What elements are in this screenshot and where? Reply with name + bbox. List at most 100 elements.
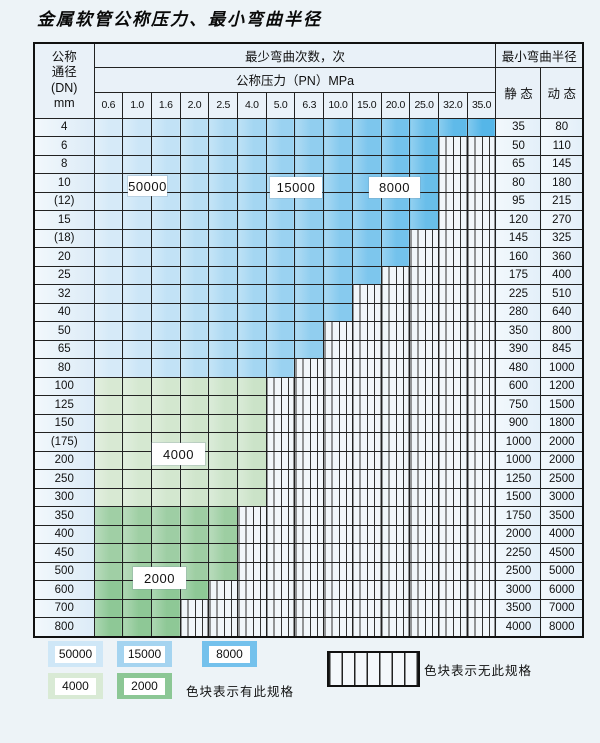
table-row: 150 900 1800 [33,413,584,433]
dn-cell: 20 [33,247,95,267]
spec-available-cell [122,191,152,211]
spec-unavailable-cell [437,321,468,341]
spec-unavailable-cell [265,506,296,526]
spec-available-cell [237,469,267,489]
spec-available-cell [323,136,353,156]
spec-available-cell [179,487,210,507]
dynamic-radius-cell: 180 [540,173,584,193]
spec-available-cell [93,376,124,396]
spec-unavailable-cell [351,524,382,544]
spec-unavailable-cell [466,617,497,638]
spec-available-cell [150,302,181,322]
spec-available-cell [237,228,267,248]
static-radius-cell: 4000 [495,617,542,638]
spec-available-cell [93,136,124,156]
spec-available-cell [237,413,267,433]
spec-available-cell [179,136,210,156]
dn-cell: 8 [33,154,95,174]
table-row: 32 225 510 [33,284,584,304]
dn-cell: 500 [33,561,95,581]
spec-available-cell [179,228,210,248]
spec-available-cell [380,247,411,267]
spec-unavailable-cell [294,376,325,396]
spec-available-cell [122,450,152,470]
table-row: 800 4000 8000 [33,617,584,638]
spec-table: 公称 通径 (DN) mm 最少弯曲次数，次 最小弯曲半径 公称压力（PN）MP… [33,42,584,638]
spec-available-cell [265,247,296,267]
spec-unavailable-cell [437,210,468,230]
spec-unavailable-cell [351,598,382,618]
zone-label-15000: 15000 [270,177,322,198]
spec-available-cell [294,321,325,341]
table-row: (175) 1000 2000 [33,432,584,452]
spec-unavailable-cell [466,358,497,378]
spec-unavailable-cell [294,561,325,581]
table-row: 15 120 270 [33,210,584,230]
dynamic-radius-cell: 80 [540,117,584,137]
dn-cell: (18) [33,228,95,248]
dn-cell: 10 [33,173,95,193]
spec-available-cell [237,487,267,507]
static-radius-cell: 1250 [495,469,542,489]
spec-unavailable-cell [466,302,497,322]
spec-unavailable-cell [265,543,296,563]
spec-available-cell [122,339,152,359]
spec-available-cell [122,376,152,396]
spec-unavailable-cell [237,598,267,618]
spec-available-cell [179,339,210,359]
spec-unavailable-cell [466,487,497,507]
spec-unavailable-cell [380,580,411,600]
dynamic-radius-cell: 1200 [540,376,584,396]
spec-unavailable-cell [437,339,468,359]
spec-available-cell [294,284,325,304]
spec-available-cell [265,210,296,230]
spec-unavailable-cell [437,284,468,304]
spec-available-cell [237,136,267,156]
spec-available-cell [150,247,181,267]
spec-unavailable-cell [409,395,439,415]
spec-unavailable-cell [380,469,411,489]
spec-available-cell [265,302,296,322]
table-row: 500 2500 5000 [33,561,584,581]
spec-available-cell [150,358,181,378]
spec-available-cell [150,339,181,359]
dynamic-radius-cell: 325 [540,228,584,248]
dynamic-radius-cell: 845 [540,339,584,359]
dynamic-radius-cell: 3000 [540,487,584,507]
dn-cell: 600 [33,580,95,600]
spec-unavailable-cell [265,376,296,396]
spec-available-cell [179,506,210,526]
spec-table-body: 4 35 80 6 50 110 8 65 145 10 80 180 (12) 95 215 15 120 27… [33,117,584,638]
spec-unavailable-cell [294,617,325,638]
spec-unavailable-cell [380,450,411,470]
spec-available-cell [122,247,152,267]
pressure-header: 公称压力（PN）MPa [93,66,497,93]
spec-unavailable-cell [265,413,296,433]
spec-available-cell [323,284,353,304]
pressure-value-header: 32.0 [437,91,468,119]
spec-unavailable-cell [265,395,296,415]
spec-available-cell [179,395,210,415]
spec-unavailable-cell [351,413,382,433]
static-radius-cell: 80 [495,173,542,193]
spec-unavailable-cell [323,469,353,489]
spec-available-cell [323,265,353,285]
spec-unavailable-cell [466,154,497,174]
dn-cell: 32 [33,284,95,304]
spec-available-cell [208,413,239,433]
dn-cell: 450 [33,543,95,563]
spec-unavailable-cell [265,524,296,544]
pressure-value-header: 5.0 [265,91,296,119]
static-radius-cell: 160 [495,247,542,267]
spec-available-cell [237,376,267,396]
spec-unavailable-cell [294,395,325,415]
legend-swatch-label: 15000 [124,645,165,663]
spec-available-cell [351,228,382,248]
spec-available-cell [150,284,181,304]
spec-unavailable-cell [351,469,382,489]
spec-unavailable-cell [380,487,411,507]
spec-unavailable-cell [466,395,497,415]
spec-available-cell [208,524,239,544]
spec-unavailable-cell [294,413,325,433]
spec-unavailable-cell [323,543,353,563]
